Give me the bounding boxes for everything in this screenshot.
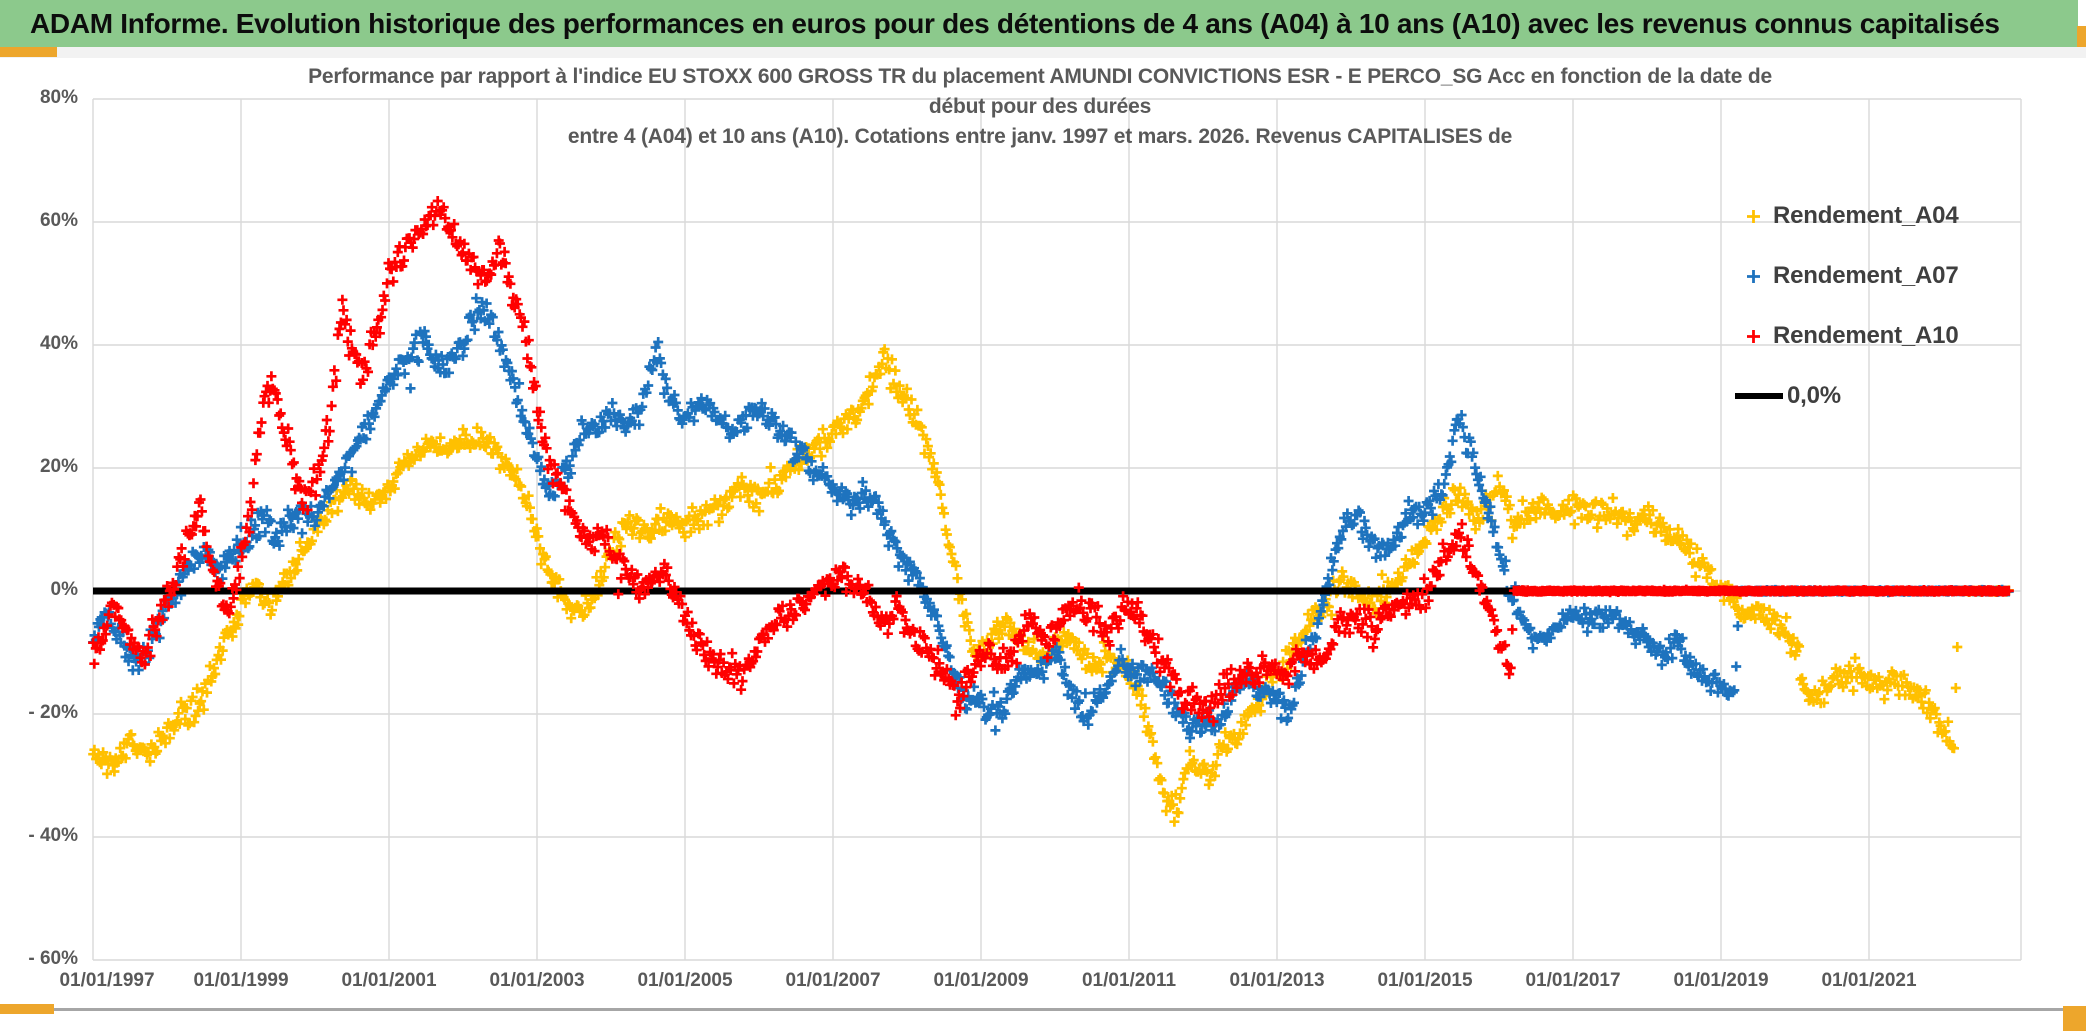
legend-item-rendement-a04[interactable]: Rendement_A04 xyxy=(1733,186,2078,246)
bottom-divider xyxy=(0,1008,2086,1011)
chart-title-line2: début pour des durées xyxy=(928,95,1152,118)
gold-accent-top-right xyxy=(2077,26,2086,58)
y-tick-label: - 20% xyxy=(28,702,78,723)
y-tick-label: 40% xyxy=(39,333,78,354)
x-tick-label: 01/01/2005 xyxy=(637,970,733,991)
y-tick-label: 20% xyxy=(39,456,78,477)
legend-line-swatch-icon xyxy=(1733,391,1787,401)
x-tick-label: 01/01/2013 xyxy=(1229,970,1325,991)
chart-canvas[interactable]: Performance par rapport à l'indice EU ST… xyxy=(0,58,2086,1008)
title-bar: ADAM Informe. Evolution historique des p… xyxy=(0,0,2078,47)
y-tick-label: - 40% xyxy=(28,825,78,846)
legend-plus-marker-icon xyxy=(1733,328,1773,345)
legend-item-rendement-a07[interactable]: Rendement_A07 xyxy=(1733,246,2078,306)
chart-title: Performance par rapport à l'indice EU ST… xyxy=(95,62,1985,152)
gold-accent-bottom-left xyxy=(0,1004,54,1014)
y-tick-label: 0% xyxy=(50,579,78,600)
y-tick-label: 60% xyxy=(39,210,78,231)
x-tick-label: 01/01/1997 xyxy=(59,970,155,991)
legend-plus-marker-icon xyxy=(1733,268,1773,285)
gold-accent-bottom-right xyxy=(2063,1006,2086,1031)
x-tick-label: 01/01/2011 xyxy=(1081,970,1177,991)
chart-title-line1: Performance par rapport à l'indice EU ST… xyxy=(308,65,1772,88)
y-tick-label: - 60% xyxy=(28,948,78,969)
legend-item-label: Rendement_A04 xyxy=(1773,202,1959,229)
x-tick-label: 01/01/2009 xyxy=(933,970,1029,991)
chart-title-line3: entre 4 (A04) et 10 ans (A10). Cotations… xyxy=(567,125,1513,148)
window-title-text: ADAM Informe. Evolution historique des p… xyxy=(30,8,2000,39)
x-tick-label: 01/01/2017 xyxy=(1525,970,1621,991)
x-tick-label: 01/01/1999 xyxy=(193,970,289,991)
legend-item-0-0-[interactable]: 0,0% xyxy=(1733,366,2078,426)
legend-plus-marker-icon xyxy=(1733,208,1773,225)
x-tick-label: 01/01/2019 xyxy=(1673,970,1769,991)
chart-plot-svg xyxy=(88,98,2022,961)
x-tick-label: 01/01/2001 xyxy=(341,970,437,991)
chart-legend: Rendement_A04 Rendement_A07 Rendement_A10 0… xyxy=(1733,186,2078,426)
legend-item-rendement-a10[interactable]: Rendement_A10 xyxy=(1733,306,2078,366)
x-tick-label: 01/01/2015 xyxy=(1377,970,1473,991)
legend-item-label: Rendement_A10 xyxy=(1773,322,1959,349)
legend-item-label: Rendement_A07 xyxy=(1773,262,1959,289)
x-tick-label: 01/01/2003 xyxy=(489,970,585,991)
legend-item-label: 0,0% xyxy=(1787,382,1841,409)
gold-accent-left xyxy=(0,47,57,57)
x-tick-label: 01/01/2021 xyxy=(1821,970,1917,991)
x-tick-label: 01/01/2007 xyxy=(785,970,881,991)
y-tick-label: 80% xyxy=(39,87,78,108)
